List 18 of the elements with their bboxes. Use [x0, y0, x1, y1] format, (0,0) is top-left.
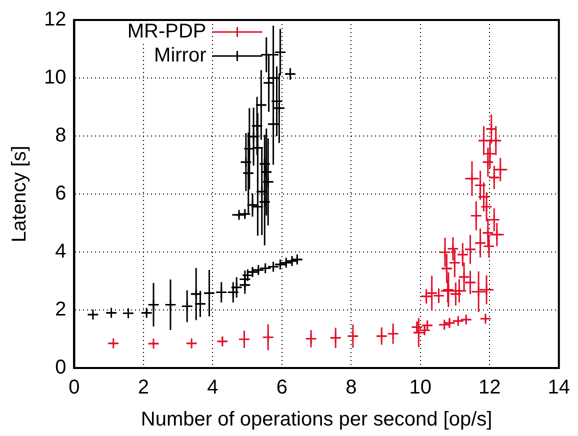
x-tick-label: 8 [346, 376, 357, 399]
y-tick-label: 8 [55, 124, 66, 147]
legend-label: Mirror [154, 44, 207, 67]
x-tick-label: 2 [138, 376, 150, 399]
x-tick-label: 4 [207, 376, 218, 399]
y-tick-label: 10 [44, 66, 66, 89]
y-tick-label: 12 [44, 8, 66, 31]
y-tick-label: 2 [55, 298, 66, 321]
y-tick-label: 4 [55, 240, 66, 263]
y-tick-label: 0 [55, 356, 66, 379]
x-tick-label: 12 [478, 376, 501, 399]
y-axis-title: Latency [s] [8, 146, 31, 242]
x-tick-label: 10 [409, 376, 432, 399]
y-tick-label: 6 [55, 182, 66, 205]
x-axis-title: Number of operations per second [op/s] [140, 408, 492, 431]
x-tick-label: 14 [548, 376, 570, 399]
x-tick-label: 6 [276, 376, 288, 399]
legend-label: MR-PDP [127, 20, 206, 43]
